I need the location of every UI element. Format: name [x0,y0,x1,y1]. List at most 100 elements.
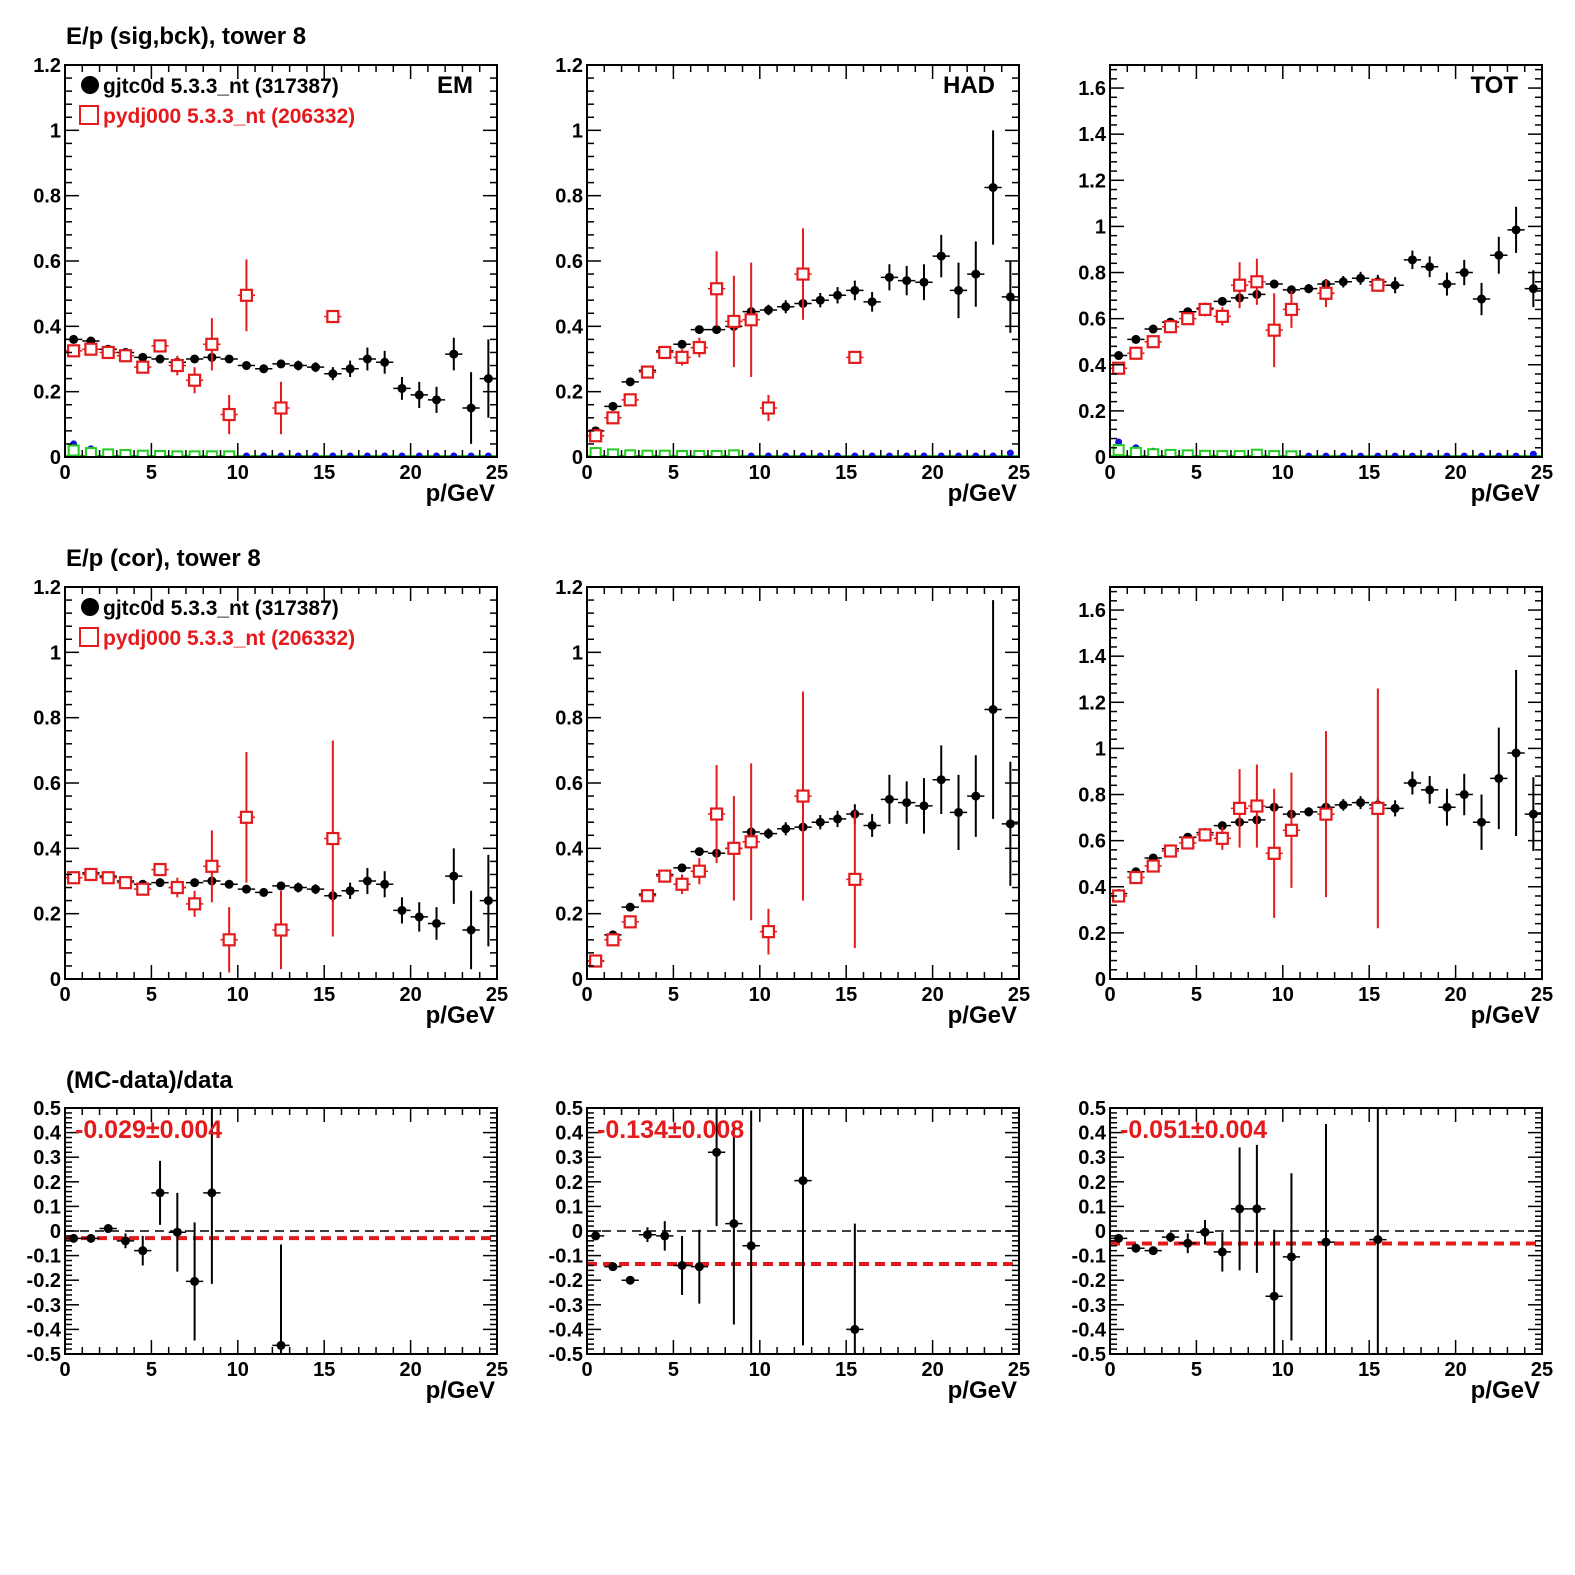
data-point [155,1188,165,1198]
x-tick-label: 25 [1008,1359,1030,1381]
bg-data-point [1478,452,1486,457]
y-tick-label: 0.3 [33,1147,61,1169]
mc-point [727,314,741,329]
y-tick-label: 1.4 [1078,124,1107,146]
data-point [1425,262,1435,272]
legend-data-label: gjtc0d 5.3.3_nt (317387) [103,75,339,98]
x-tick-label: 15 [835,1359,857,1381]
bg-data-point [398,452,406,457]
mc-point [1215,831,1229,845]
x-tick-label: 25 [1531,1359,1553,1381]
x-tick-label: 10 [749,984,771,1006]
fit-annotation: -0.134±0.008 [597,1116,744,1144]
x-tick-label: 10 [227,462,249,484]
data-point [432,395,442,405]
y-tick-label: 0 [1095,1221,1106,1243]
plot-area [587,1108,1019,1354]
x-tick-label: 0 [1104,1359,1115,1381]
bg-data-point [450,452,458,457]
mc-point [1267,323,1281,337]
mc-point [1319,807,1333,821]
data-point [362,876,372,886]
data-point [781,824,791,834]
mc-point [761,925,776,939]
y-tick-label: -0.1 [1072,1246,1106,1268]
x-axis-title: p/GeV [426,1002,495,1029]
data-point [625,902,635,912]
data-point [677,339,687,349]
data-point [867,820,877,830]
data-point [1425,785,1435,795]
x-tick-label: 5 [668,984,679,1006]
x-tick-label: 15 [313,1359,335,1381]
data-point [677,1260,687,1270]
data-point [1528,809,1538,819]
data-point [1390,280,1400,290]
bg-mc-point [1181,449,1194,457]
mc-point [1163,844,1178,858]
mc-point [692,864,706,878]
data-point [1356,273,1366,283]
y-tick-label: 0.5 [1078,1098,1106,1120]
x-tick-label: 10 [749,462,771,484]
data-point [954,285,964,295]
legend-cor: gjtc0d 5.3.3_nt (317387) pydj000 5.3.3_n… [79,597,355,650]
x-tick-label: 15 [1358,462,1380,484]
mc-point [675,350,689,364]
y-tick-label: 0.2 [33,904,61,926]
legend-data-marker [81,76,99,94]
x-tick-label: 25 [1008,462,1030,484]
bg-data-point [989,452,997,457]
x-tick-label: 15 [1358,984,1380,1006]
data-point [311,362,321,372]
y-tick-label: 0 [50,447,61,469]
data-point [207,1188,217,1198]
bg-data-point [834,452,842,457]
mc-point [136,360,150,374]
data-point [1217,1247,1227,1257]
data-point [172,1227,182,1237]
x-axis: 0 5 10 15 20 25p/GeV [59,587,508,1029]
data-point [850,1324,860,1334]
mc-point [170,880,184,895]
mc-point [326,831,340,846]
y-tick-label: 0.2 [555,382,583,404]
data-point [483,896,493,906]
y-tick-label: 0.4 [1078,355,1107,377]
mc-point [1215,309,1229,323]
mc-point [1232,801,1247,815]
y-tick-label: 0.2 [1078,401,1106,423]
bg-mc-point [136,449,149,457]
data-point [1235,1204,1245,1214]
data-point [397,905,407,915]
data-point [1114,351,1124,361]
mc-point [744,313,758,327]
data-point [397,383,407,393]
y-tick-label: 0.8 [33,186,61,208]
mc-point [1198,828,1212,842]
mc-point [274,923,288,937]
x-axis: 0 5 10 15 20 25p/GeV [581,65,1030,507]
x-tick-label: 10 [1272,984,1294,1006]
mc-point [1181,836,1195,850]
mc-point [1112,361,1126,375]
panel-sig-em: 0 5 10 15 20 25p/GeV 0 0.2 0.4 0.6 0.8 1 1.2 EM [33,55,508,507]
data-point [276,359,286,369]
series-data [1110,1108,1387,1354]
data-point [103,1224,113,1234]
mc-point [222,407,236,422]
y-tick-label: -0.2 [27,1270,61,1292]
x-tick-label: 10 [1272,462,1294,484]
data-point [432,918,442,928]
plot-area [587,600,1019,979]
x-axis: 0 5 10 15 20 25p/GeV [581,1108,1030,1404]
y-tick-label: 0.6 [33,251,61,273]
data-point [1252,1204,1262,1214]
data-point [345,364,355,374]
data-point [190,354,200,364]
data-point [449,349,459,359]
data-point [1442,802,1452,812]
panel-cor-em: 0 5 10 15 20 25p/GeV 0 0.2 0.4 0.6 0.8 1 1.2 [33,577,508,1029]
y-tick-label: -0.1 [549,1246,583,1268]
panel-sig-had: 0 5 10 15 20 25p/GeV 0 0.2 0.4 0.6 0.8 1 1.2 HAD [555,55,1030,507]
